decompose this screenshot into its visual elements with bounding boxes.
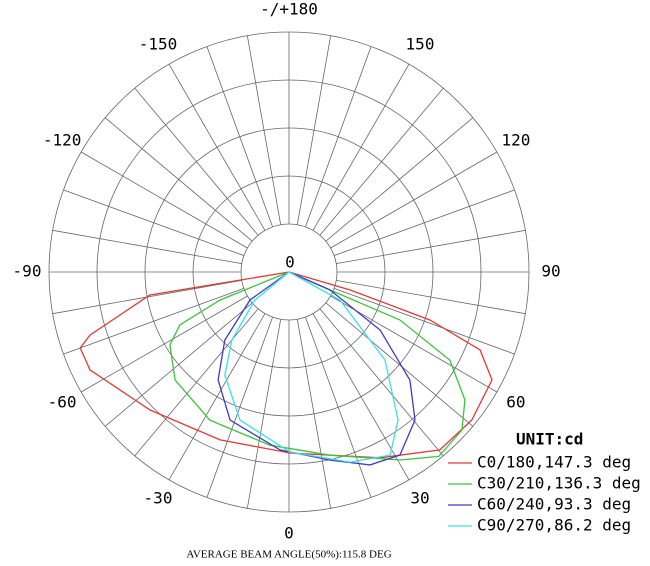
legend-title: UNIT:cd	[516, 430, 583, 449]
grid-line	[206, 46, 273, 228]
angle-label: -30	[144, 488, 173, 507]
grid-line	[296, 319, 332, 509]
angle-label: 150	[406, 35, 435, 54]
legend-label: C60/240,93.3 deg	[477, 495, 631, 514]
grid-line	[63, 288, 245, 355]
legend-label: C30/210,136.3 deg	[477, 474, 641, 493]
legend-label: C0/180,147.3 deg	[477, 453, 631, 472]
legend-label: C90/270,86.2 deg	[477, 516, 631, 535]
angle-label: -60	[48, 393, 77, 412]
angle-tick-line	[168, 313, 266, 481]
r-tick-label: 0	[285, 253, 295, 272]
angle-label: 120	[501, 131, 530, 150]
angle-tick-line	[312, 313, 410, 481]
grid-line	[333, 189, 515, 256]
grid-line	[325, 117, 474, 242]
angle-tick-line	[80, 295, 248, 393]
angle-tick-line	[312, 63, 410, 231]
grid-line	[319, 308, 444, 457]
angle-label: 0	[284, 524, 294, 543]
angle-tick-line	[80, 151, 248, 249]
angle-tick-line	[330, 151, 498, 249]
grid-line	[104, 117, 253, 242]
grid-line	[104, 302, 253, 427]
angle-label: 60	[506, 393, 525, 412]
curve	[224, 271, 399, 463]
grid-line	[336, 229, 526, 265]
grid-line	[319, 87, 444, 236]
angle-tick-line	[168, 63, 266, 231]
grid-line	[305, 46, 372, 228]
angle-label: -/+180	[260, 0, 318, 19]
curve	[169, 271, 466, 461]
grid-line	[305, 316, 372, 498]
grid-line	[63, 189, 245, 256]
grid-line	[325, 302, 474, 427]
grid-line	[296, 35, 332, 225]
angle-label: -90	[13, 262, 42, 281]
footer: AVERAGE BEAM ANGLE(50%):115.8 DEG	[186, 549, 391, 561]
grid-line	[52, 229, 242, 265]
grid-line	[246, 35, 282, 225]
grid-line	[134, 308, 259, 457]
grid-line	[333, 288, 515, 355]
grid-line	[336, 279, 526, 315]
angle-label: 90	[541, 262, 560, 281]
grid-line	[134, 87, 259, 236]
angle-label: -150	[139, 35, 178, 54]
grid-line	[206, 316, 273, 498]
angle-label: 30	[410, 488, 429, 507]
grid-line	[246, 319, 282, 509]
angle-label: -120	[43, 131, 82, 150]
